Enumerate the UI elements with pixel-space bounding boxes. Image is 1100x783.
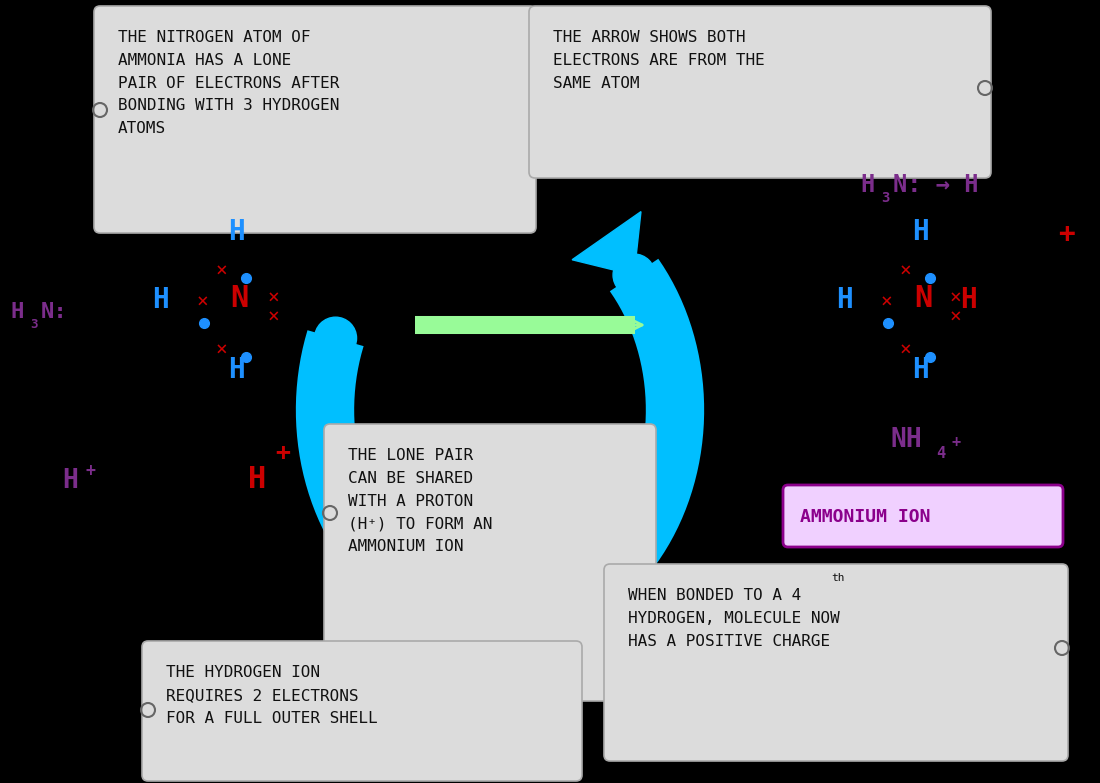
Text: THE LONE PAIR
CAN BE SHARED
WITH A PROTON
(H⁺) TO FORM AN
AMMONIUM ION: THE LONE PAIR CAN BE SHARED WITH A PROTO… <box>348 448 493 554</box>
Circle shape <box>315 317 356 359</box>
FancyBboxPatch shape <box>604 564 1068 761</box>
Text: N: N <box>914 284 933 313</box>
Text: H: H <box>836 286 852 314</box>
Text: ×: × <box>197 292 209 311</box>
Text: 4: 4 <box>936 446 945 461</box>
Text: ×: × <box>950 288 961 307</box>
Text: +: + <box>1058 220 1075 248</box>
Text: THE HYDROGEN ION
REQUIRES 2 ELECTRONS
FOR A FULL OUTER SHELL: THE HYDROGEN ION REQUIRES 2 ELECTRONS FO… <box>166 665 377 726</box>
Text: H: H <box>912 218 928 246</box>
Text: th: th <box>830 573 845 583</box>
Text: +: + <box>275 441 290 465</box>
Text: ×: × <box>900 340 912 359</box>
Text: H: H <box>228 356 244 384</box>
Text: N: N <box>230 284 249 313</box>
Text: 3: 3 <box>30 318 37 331</box>
Text: THE NITROGEN ATOM OF
AMMONIA HAS A LONE
PAIR OF ELECTRONS AFTER
BONDING WITH 3 H: THE NITROGEN ATOM OF AMMONIA HAS A LONE … <box>118 30 340 136</box>
Text: H: H <box>152 286 168 314</box>
Text: H: H <box>248 465 266 494</box>
Text: H: H <box>912 356 928 384</box>
Text: ×: × <box>881 292 893 311</box>
Text: H: H <box>860 173 875 197</box>
FancyBboxPatch shape <box>324 424 656 701</box>
Text: ×: × <box>216 340 228 359</box>
Text: 3: 3 <box>881 191 890 205</box>
FancyBboxPatch shape <box>94 6 536 233</box>
Circle shape <box>613 254 656 296</box>
Text: H: H <box>228 218 244 246</box>
Text: THE ARROW SHOWS BOTH
ELECTRONS ARE FROM THE
SAME ATOM: THE ARROW SHOWS BOTH ELECTRONS ARE FROM … <box>553 30 764 91</box>
FancyBboxPatch shape <box>529 6 991 178</box>
Text: N:: N: <box>41 302 68 322</box>
Text: N: → H: N: → H <box>893 173 979 197</box>
Text: WHEN BONDED TO A 4
HYDROGEN, MOLECULE NOW
HAS A POSITIVE CHARGE: WHEN BONDED TO A 4 HYDROGEN, MOLECULE NO… <box>628 588 839 648</box>
Text: H: H <box>10 302 23 322</box>
FancyBboxPatch shape <box>142 641 582 781</box>
Text: +: + <box>86 462 96 480</box>
Text: ×: × <box>216 261 228 280</box>
Text: AMMONIUM ION: AMMONIUM ION <box>800 508 931 526</box>
Text: NH: NH <box>890 427 922 453</box>
Text: ×: × <box>268 288 279 307</box>
Text: H: H <box>960 286 977 314</box>
Text: H: H <box>62 468 78 494</box>
Text: ×: × <box>950 307 961 326</box>
Text: ×: × <box>268 307 279 326</box>
FancyBboxPatch shape <box>783 485 1063 547</box>
Polygon shape <box>572 211 641 275</box>
Text: ×: × <box>900 261 912 280</box>
Text: +: + <box>952 435 961 450</box>
